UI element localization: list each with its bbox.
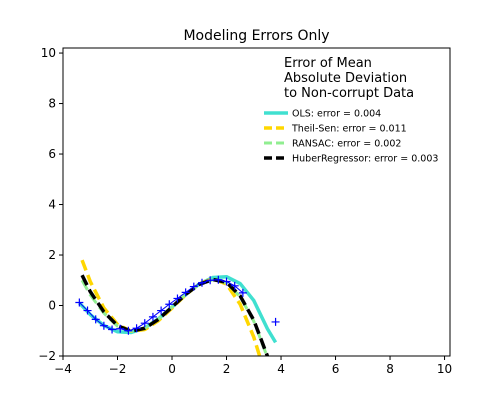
data-point xyxy=(140,319,149,328)
x-tick-label: 10 xyxy=(437,362,452,376)
data-point xyxy=(206,276,215,285)
plot-area xyxy=(62,47,451,357)
legend-entry-label: Theil-Sen: error = 0.011 xyxy=(291,124,407,135)
legend-title-line: Absolute Deviation xyxy=(284,71,407,86)
y-tick-label: 4 xyxy=(48,198,56,212)
chart-title: Modeling Errors Only xyxy=(183,28,329,44)
data-point xyxy=(230,281,239,290)
data-point xyxy=(91,315,100,324)
data-point xyxy=(165,300,174,309)
y-tick-label: 10 xyxy=(41,46,56,60)
data-point xyxy=(181,288,190,297)
series-line-3 xyxy=(80,274,270,356)
y-axis: −2 0 2 4 6 8 10 xyxy=(38,46,63,363)
data-point xyxy=(271,317,280,326)
series-group xyxy=(75,259,280,356)
data-point xyxy=(173,294,182,303)
data-point xyxy=(83,306,92,315)
x-tick-label: 6 xyxy=(332,362,340,376)
data-point xyxy=(214,275,223,284)
data-point xyxy=(99,321,108,330)
data-point xyxy=(157,306,166,315)
x-tick-label: 4 xyxy=(277,362,285,376)
data-point xyxy=(189,282,198,291)
y-tick-label: 2 xyxy=(48,248,56,262)
legend-entry-label: OLS: error = 0.004 xyxy=(292,109,381,120)
x-tick-label: −2 xyxy=(109,362,127,376)
data-point xyxy=(124,326,133,335)
legend-title-line: to Non-corrupt Data xyxy=(284,86,414,101)
data-point xyxy=(148,312,157,321)
data-point xyxy=(108,325,117,334)
data-point xyxy=(222,277,231,286)
legend-entry-label: RANSAC: error = 0.002 xyxy=(292,139,401,150)
x-tick-label: 2 xyxy=(223,362,231,376)
data-point xyxy=(238,288,247,297)
data-point xyxy=(132,324,141,333)
data-point xyxy=(75,298,84,307)
legend-entry-label: HuberRegressor: error = 0.003 xyxy=(292,154,438,165)
y-tick-label: 6 xyxy=(48,147,56,161)
x-axis: −4 −2 0 2 4 6 8 10 xyxy=(54,356,452,376)
x-tick-label: −4 xyxy=(54,362,72,376)
plot-frame xyxy=(62,47,451,357)
x-tick-label: 0 xyxy=(168,362,176,376)
x-tick-label: 8 xyxy=(386,362,394,376)
y-tick-label: 0 xyxy=(48,299,56,313)
y-tick-label: −2 xyxy=(38,349,56,363)
y-tick-label: 8 xyxy=(48,97,56,111)
data-point xyxy=(116,324,125,333)
legend-title-line: Error of Mean xyxy=(284,56,372,71)
data-point xyxy=(197,278,206,287)
